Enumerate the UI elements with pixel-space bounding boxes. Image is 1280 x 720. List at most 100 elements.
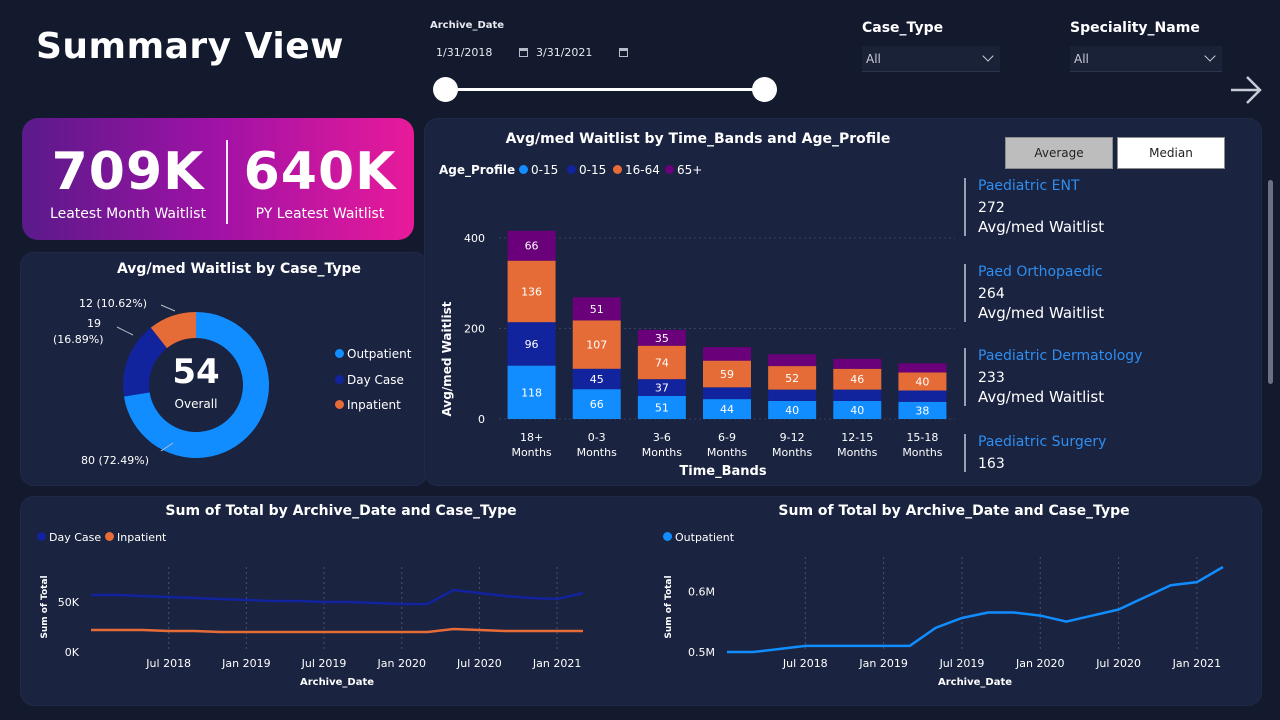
bar-xtick: 18+	[520, 431, 543, 444]
legend-age-0-15-b[interactable]: 0-15	[567, 163, 606, 177]
end-date-handle[interactable]	[752, 77, 777, 102]
speciality-card[interactable]: Paediatric Dermatology 233 Avg/med Waitl…	[964, 348, 1254, 406]
calendar-icon[interactable]	[619, 48, 628, 57]
line-right-title: Sum of Total by Archive_Date and Case_Ty…	[778, 503, 1130, 519]
speciality-sub: Avg/med Waitlist	[978, 218, 1105, 236]
donut-slice-inpatient	[150, 312, 196, 349]
bar-segment	[768, 354, 817, 367]
date-range-track[interactable]	[446, 88, 764, 91]
speciality-card[interactable]: Paediatric ENT 272 Avg/med Waitlist	[964, 178, 1254, 236]
bar-xtick: 3-6	[653, 431, 671, 444]
legend-inpatient[interactable]: Inpatient	[105, 531, 166, 544]
end-date-input[interactable]: 3/31/2021	[536, 46, 632, 64]
bar-data-label: 74	[655, 356, 669, 369]
speciality-name: Paediatric ENT	[978, 178, 1080, 194]
case-type-dropdown[interactable]: All	[862, 46, 1000, 72]
bar-segment	[833, 358, 882, 369]
bar-segment	[898, 390, 947, 402]
bar-data-label: 46	[850, 373, 864, 386]
calendar-icon[interactable]	[519, 48, 528, 57]
speciality-card-list: Paediatric ENT 272 Avg/med Waitlist Paed…	[964, 178, 1254, 478]
donut-label-daycase-pct: (16.89%)	[53, 333, 104, 346]
line-xtick: Jan 2020	[377, 657, 426, 670]
legend-outpatient[interactable]: Outpatient	[335, 347, 411, 361]
bar-panel: Avg/med Waitlist by Time_Bands and Age_P…	[424, 118, 1262, 486]
kpi-divider	[226, 140, 228, 224]
bar-segment	[572, 297, 621, 321]
line-left-xlabel: Archive_Date	[300, 677, 374, 688]
start-date-handle[interactable]	[433, 77, 458, 102]
bar-segment	[768, 366, 817, 390]
bar-segment	[768, 400, 817, 419]
bar-segment	[833, 368, 882, 390]
speciality-label: Speciality_Name	[1070, 20, 1200, 36]
bar-ytick: 200	[464, 323, 485, 336]
bar-xtick: Months	[511, 446, 551, 459]
average-toggle[interactable]: Average	[1005, 137, 1113, 169]
median-toggle[interactable]: Median	[1117, 137, 1225, 169]
speciality-card[interactable]: Paed Orthopaedic 264 Avg/med Waitlist	[964, 264, 1254, 322]
bar-xtick: 0-3	[588, 431, 606, 444]
kpi-label: PY Leatest Waitlist	[255, 206, 385, 222]
bar-segment	[572, 320, 621, 369]
bar-data-label: 45	[590, 373, 604, 386]
bar-data-label: 40	[850, 404, 864, 417]
bar-data-label: 66	[525, 240, 539, 253]
donut-chart: 54 Overall 12 (10.62%) 19 (16.89%) 80 (7…	[53, 297, 269, 467]
bar-data-label: 107	[586, 339, 607, 352]
legend-inpatient[interactable]: Inpatient	[335, 398, 401, 412]
donut-panel: Avg/med Waitlist by Case_Type 54 Overall…	[20, 252, 428, 486]
legend-age-65[interactable]: 65+	[665, 163, 702, 177]
line-xtick: Jan 2021	[1172, 657, 1221, 670]
bar-xtick: Months	[772, 446, 812, 459]
speciality-sub: Avg/med Waitlist	[978, 388, 1105, 406]
bar-segment	[703, 360, 751, 388]
scrollbar[interactable]	[1268, 180, 1273, 384]
line-charts: Sum of Total Archive_Date Sum of Total A…	[40, 557, 1224, 688]
archive-date-label: Archive_Date	[430, 20, 505, 31]
case-type-value: All	[866, 52, 881, 66]
bar-data-label: 44	[720, 403, 734, 416]
bar-segment	[833, 400, 882, 419]
arrow-right-icon[interactable]	[1228, 72, 1264, 108]
legend-age-0-15-a[interactable]: 0-15	[519, 163, 558, 177]
legend-daycase[interactable]: Day Case	[335, 373, 404, 387]
line-ytick: 0K	[65, 646, 80, 659]
bar-segment	[703, 399, 751, 419]
line-xtick: Jan 2019	[221, 657, 270, 670]
bar-segment	[898, 372, 947, 391]
speciality-value: All	[1074, 52, 1089, 66]
bar-data-label: 52	[785, 372, 799, 385]
line-xtick: Jul 2019	[301, 657, 347, 670]
bar-xtick: 9-12	[780, 431, 805, 444]
bar-data-label: 35	[655, 332, 669, 345]
donut-label-outpatient: 80 (72.49%)	[81, 454, 149, 467]
bar-xtick: 12-15	[841, 431, 873, 444]
donut-label-daycase: 19	[87, 317, 101, 330]
bar-xtick: 15-18	[906, 431, 938, 444]
donut-center-label: Overall	[175, 397, 218, 411]
bar-segment	[572, 368, 621, 390]
bar-segment	[507, 365, 556, 419]
speciality-dropdown[interactable]: All	[1070, 46, 1222, 72]
legend-daycase[interactable]: Day Case	[37, 531, 101, 544]
legend-age-16-64[interactable]: 16-64	[613, 163, 660, 177]
bar-segment	[637, 345, 686, 380]
bar-data-label: 118	[521, 386, 542, 399]
line-xtick: Jan 2019	[858, 657, 907, 670]
start-date-input[interactable]: 1/31/2018	[436, 46, 532, 64]
bar-data-label: 66	[590, 398, 604, 411]
bar-xlabel: Time_Bands	[679, 464, 766, 479]
bar-data-label: 96	[525, 338, 539, 351]
speciality-card[interactable]: Paediatric Surgery 163	[964, 434, 1254, 472]
bar-data-label: 51	[590, 303, 604, 316]
bar-segment	[637, 395, 686, 419]
line-right-xlabel: Archive_Date	[938, 677, 1012, 688]
donut-slice-outpatient	[123, 312, 269, 458]
bar-data-label: 40	[915, 375, 929, 388]
legend-outpatient[interactable]: Outpatient	[663, 531, 734, 544]
bar-segment	[637, 329, 686, 346]
line-series-outpatient	[727, 565, 1224, 654]
kpi-card: 709K Leatest Month Waitlist 640K PY Leat…	[22, 118, 414, 240]
bar-xtick: Months	[642, 446, 682, 459]
